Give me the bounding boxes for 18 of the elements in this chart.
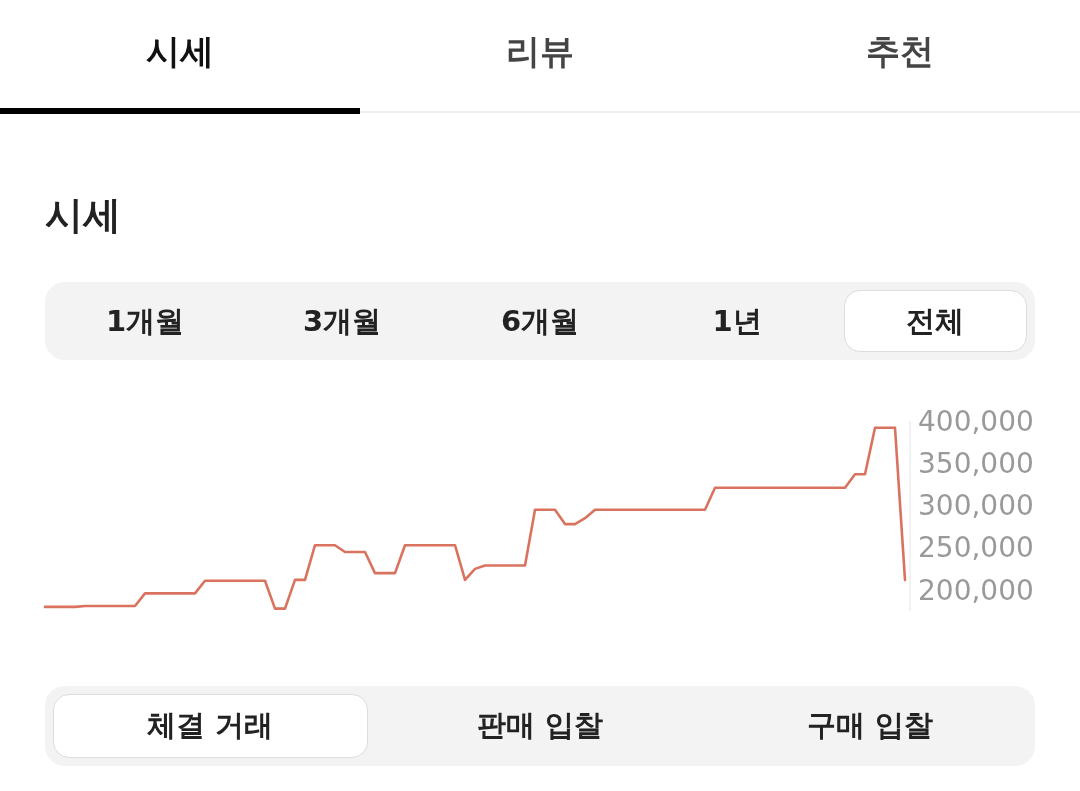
text: 시세 xyxy=(146,30,214,73)
text: 1년 xyxy=(712,303,762,340)
text: 체결 거래 xyxy=(146,707,274,744)
text: 3개월 xyxy=(302,303,382,340)
y-tick-label: 200,000 xyxy=(918,573,1034,607)
text: 리뷰 xyxy=(506,30,574,73)
line-series xyxy=(43,426,907,610)
y-tick-label: 300,000 xyxy=(918,489,1034,522)
text: 판매 입찰 xyxy=(476,707,604,744)
text: 추천 xyxy=(866,30,934,73)
chart-title: 시세 xyxy=(45,192,121,239)
text: 1개월 xyxy=(105,303,185,340)
y-tick-label: 350,000 xyxy=(918,446,1034,480)
text: 6개월 xyxy=(500,303,580,340)
y-tick-label: 250,000 xyxy=(918,531,1034,565)
text: 전체 xyxy=(906,303,964,340)
y-tick-label: 400,000 xyxy=(918,404,1034,438)
text: 구매 입찰 xyxy=(806,707,934,744)
